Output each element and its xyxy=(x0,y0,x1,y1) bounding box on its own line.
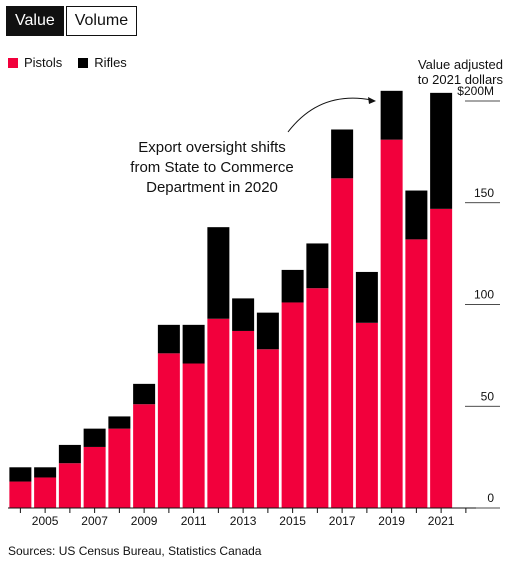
bar-pistols xyxy=(281,302,304,508)
value-adjusted-note: Value adjusted to 2021 dollars xyxy=(393,57,503,87)
x-tick-label: 2017 xyxy=(329,514,356,528)
x-tick-label: 2013 xyxy=(230,514,257,528)
bar-pistols xyxy=(133,404,156,508)
bar-rifles xyxy=(355,271,378,323)
legend-item-pistols: Pistols xyxy=(8,55,62,70)
value-volume-toggle: Value Volume xyxy=(6,6,138,36)
y-tick-label: $200M xyxy=(457,84,494,98)
bar-pistols xyxy=(58,463,81,508)
x-tick-label: 2009 xyxy=(131,514,158,528)
bar-rifles xyxy=(405,190,428,240)
x-tick-label: 2021 xyxy=(428,514,455,528)
annotation-arrow xyxy=(287,97,373,133)
bar-pistols xyxy=(306,288,329,508)
annotation-line-3: Department in 2020 xyxy=(146,179,278,196)
annotation: Export oversight shifts from State to Co… xyxy=(130,97,376,196)
bar-rifles xyxy=(380,90,403,140)
y-tick-label: 0 xyxy=(487,491,494,505)
bar-rifles xyxy=(34,467,57,478)
bar-pistols xyxy=(9,481,32,508)
volume-toggle-button[interactable]: Volume xyxy=(65,6,138,36)
legend-swatch-rifles xyxy=(78,57,89,68)
bar-pistols xyxy=(430,208,453,509)
bar-rifles xyxy=(232,298,255,331)
bar-rifles xyxy=(108,416,131,429)
bar-pistols xyxy=(207,318,230,508)
note-line-1: Value adjusted xyxy=(417,57,503,72)
chart-legend: Pistols Rifles xyxy=(8,55,127,70)
bar-rifles xyxy=(182,324,205,364)
annotation-line-1: Export oversight shifts xyxy=(138,139,286,156)
bar-rifles xyxy=(157,324,180,354)
bar-rifles xyxy=(58,444,81,464)
bar-rifles xyxy=(256,312,279,350)
annotation-arrowhead xyxy=(368,97,376,104)
bar-pistols xyxy=(232,330,255,508)
bar-rifles xyxy=(331,129,354,179)
legend-label-rifles: Rifles xyxy=(94,55,127,70)
bar-rifles xyxy=(83,428,106,447)
note-line-2: to 2021 dollars xyxy=(417,72,503,87)
legend-label-pistols: Pistols xyxy=(24,55,63,70)
x-tick-label: 2015 xyxy=(279,514,306,528)
value-toggle-button[interactable]: Value xyxy=(6,6,64,36)
bar-rifles xyxy=(9,467,32,482)
bar-pistols xyxy=(182,363,205,508)
bar-pistols xyxy=(157,353,180,508)
bar-rifles xyxy=(430,92,453,209)
bar-rifles xyxy=(207,227,230,319)
source-note: Sources: US Census Bureau, Statistics Ca… xyxy=(8,544,262,558)
y-tick-label: 50 xyxy=(481,389,495,403)
bar-pistols xyxy=(83,446,106,508)
bar-rifles xyxy=(133,383,156,405)
x-tick-label: 2011 xyxy=(181,514,207,528)
bar-pistols xyxy=(34,477,57,508)
bar-pistols xyxy=(108,428,131,508)
bar-rifles xyxy=(281,269,304,303)
y-tick-label: 100 xyxy=(474,288,494,302)
legend-swatch-pistols xyxy=(8,57,18,68)
annotation-line-2: from State to Commerce xyxy=(130,159,293,176)
bar-pistols xyxy=(355,322,378,508)
y-tick-label: 150 xyxy=(474,186,494,200)
legend-item-rifles: Rifles xyxy=(78,55,127,70)
x-tick-label: 2019 xyxy=(378,514,405,528)
x-tick-label: 2007 xyxy=(81,514,108,528)
bar-pistols xyxy=(405,239,428,508)
bar-pistols xyxy=(331,178,354,508)
x-tick-label: 2005 xyxy=(32,514,59,528)
bar-pistols xyxy=(256,349,279,508)
bar-pistols xyxy=(380,139,403,509)
bar-rifles xyxy=(306,243,329,289)
